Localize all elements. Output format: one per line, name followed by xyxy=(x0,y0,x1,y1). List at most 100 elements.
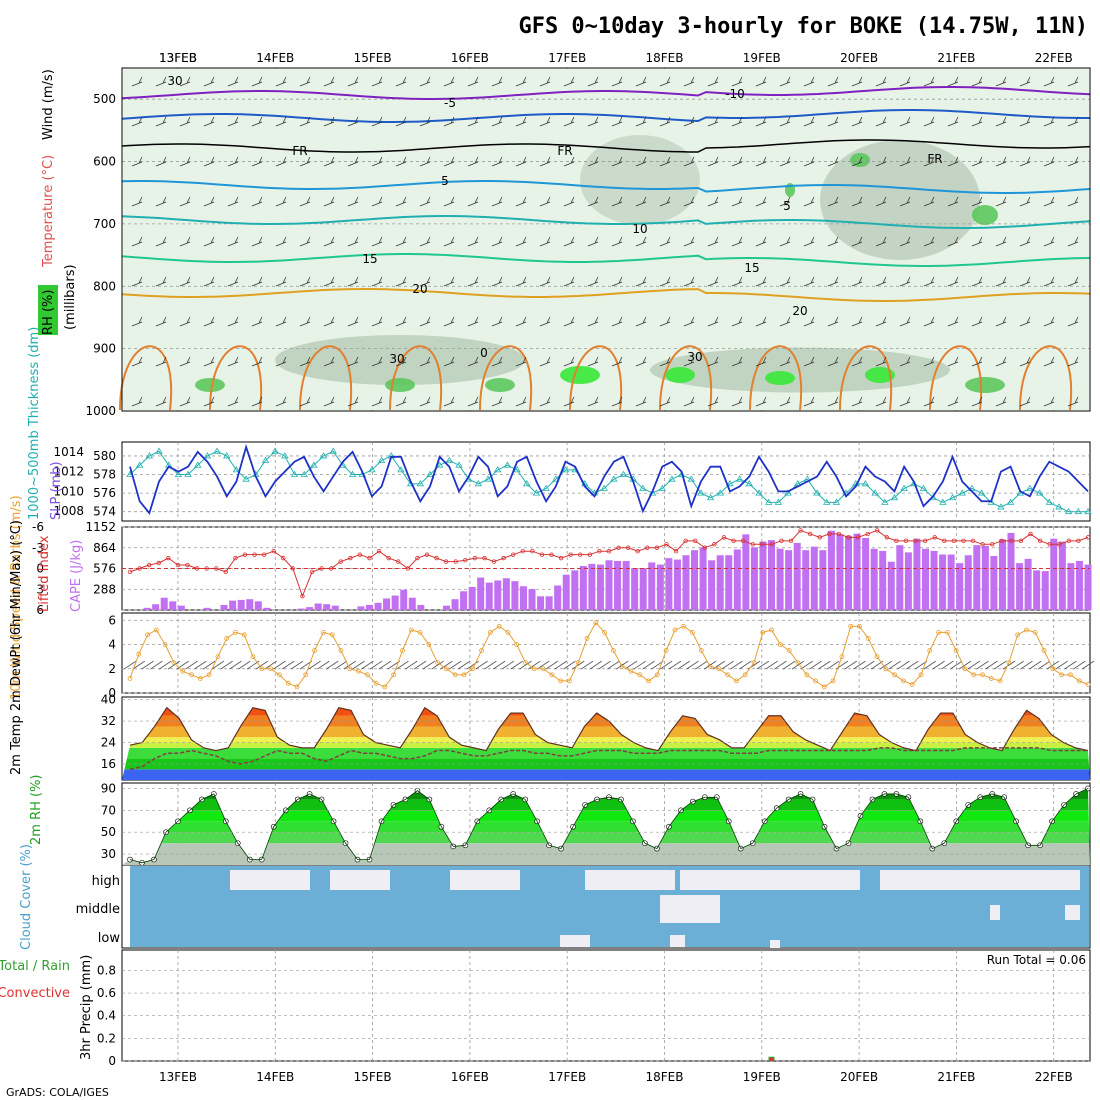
wind-barb xyxy=(251,276,263,287)
wind-barb xyxy=(227,236,239,247)
cape-bar xyxy=(887,561,895,610)
wind-barb xyxy=(515,356,527,367)
wind-barb xyxy=(779,276,791,287)
cape-bar xyxy=(323,604,331,610)
wind-barb-10m xyxy=(396,660,409,670)
wind-barb-10m xyxy=(519,660,532,670)
li-point xyxy=(338,559,343,564)
cape-bar xyxy=(870,548,878,610)
temperature-contour xyxy=(121,288,1091,302)
wind-barb xyxy=(635,396,647,407)
wind-barb xyxy=(467,276,479,287)
wind-speed-point xyxy=(716,666,722,672)
temp-band xyxy=(122,769,1090,780)
wind-barb-10m xyxy=(422,660,436,670)
wind-speed-point xyxy=(312,648,317,653)
wind-barb xyxy=(539,276,551,287)
thickness-line xyxy=(129,450,1088,513)
wind-speed-point xyxy=(127,676,133,681)
wind-barb-10m xyxy=(325,660,339,670)
wind-barb xyxy=(707,156,719,167)
wind-barb xyxy=(1043,316,1055,327)
wind-barb xyxy=(707,116,719,127)
cape-bar xyxy=(477,577,485,610)
wind-barb xyxy=(539,236,551,247)
cape-bar xyxy=(827,530,835,610)
wind-barb xyxy=(1067,356,1079,367)
wind-barb xyxy=(275,356,287,367)
cape-bar xyxy=(733,549,741,610)
wind-barb xyxy=(251,356,263,367)
wind-barb xyxy=(323,76,335,87)
wind-barb-10m xyxy=(405,660,418,670)
wind-barb xyxy=(203,156,215,167)
wind-speed-point xyxy=(1015,632,1021,638)
rh-band xyxy=(122,810,1090,822)
cape-bar xyxy=(622,561,630,610)
wind-barb-10m xyxy=(563,660,576,670)
cape-bar xyxy=(1016,563,1024,610)
wind-barb xyxy=(731,276,743,287)
date-label-bottom: 18FEB xyxy=(646,1070,684,1084)
wind-barb xyxy=(1067,156,1079,167)
thickness-point xyxy=(1006,498,1015,505)
rh-band xyxy=(122,821,1090,833)
cape-bar xyxy=(297,608,305,610)
wind-barb-10m xyxy=(721,660,734,670)
wind-barb xyxy=(731,76,743,87)
thickness-point xyxy=(174,470,183,477)
wind-barb xyxy=(419,316,431,327)
cape-bar xyxy=(1007,532,1015,610)
cape-bar xyxy=(716,555,724,610)
cape-bar xyxy=(742,534,750,610)
wind-barb-10m xyxy=(633,660,646,670)
pressure-tick: 900 xyxy=(93,342,116,356)
wind-barb xyxy=(251,236,263,247)
cape-bar xyxy=(485,582,493,610)
cape-bar xyxy=(169,601,177,610)
cape-bar xyxy=(511,581,519,610)
wind-barb xyxy=(371,356,383,367)
wind-barb xyxy=(515,236,527,247)
temp-tick: 40 xyxy=(101,693,116,707)
cape-bar xyxy=(964,555,972,610)
wind-barb xyxy=(611,396,623,407)
wind-barb xyxy=(323,396,335,407)
wind-barb-10m xyxy=(264,660,277,670)
wind-barb xyxy=(947,116,959,127)
wind-speed-point xyxy=(681,623,687,629)
wind-barb xyxy=(683,116,695,127)
wind-barb xyxy=(443,236,455,247)
temperature-contour xyxy=(121,180,1091,194)
wind-barb xyxy=(587,236,599,247)
wind-barb xyxy=(1019,316,1031,327)
wind-barb xyxy=(347,356,359,367)
wind-barb xyxy=(1043,196,1055,207)
pressure-tick: 1000 xyxy=(85,404,116,418)
wind-barb xyxy=(563,276,575,287)
cape-bar xyxy=(614,561,622,610)
wind-barb xyxy=(515,156,527,167)
temp-tick: 16 xyxy=(101,757,116,771)
wind-speed-point xyxy=(646,678,651,684)
wind-barb xyxy=(251,76,263,87)
li-point xyxy=(932,535,937,540)
wind-speed-point xyxy=(742,672,748,678)
wind-barb-10m xyxy=(844,660,857,670)
pressure-tick: 700 xyxy=(93,217,116,231)
wind-barb xyxy=(635,116,647,127)
wind-barb xyxy=(683,356,695,367)
thickness-point xyxy=(329,447,337,454)
cape-bar xyxy=(998,539,1006,610)
cape-bar xyxy=(400,589,408,610)
wind-barb-10m xyxy=(554,660,567,670)
thickness-point xyxy=(426,470,434,477)
wind-barb xyxy=(563,396,575,407)
wind-speed-point xyxy=(417,629,423,635)
cape-bar xyxy=(990,555,998,610)
wind-barb xyxy=(707,196,719,207)
wind-barb xyxy=(947,396,959,407)
wind-barb xyxy=(419,196,431,207)
wind-barb xyxy=(659,236,671,247)
contour-label: FR xyxy=(557,144,572,158)
